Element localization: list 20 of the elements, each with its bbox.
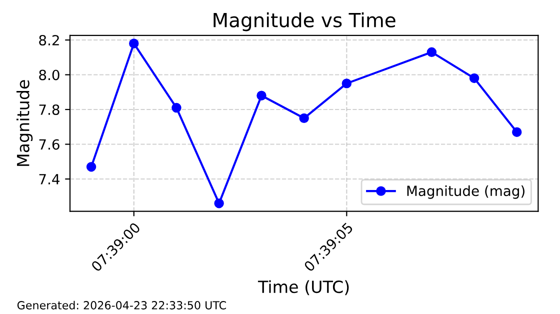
point	[299, 113, 309, 124]
y-tick-label: 8.2	[39, 34, 59, 46]
y-tick-label: 7.4	[39, 174, 60, 184]
point	[86, 162, 96, 172]
legend-label: Magnitude (mag)	[407, 185, 524, 199]
text: Generated: 2026-04-23 22:33:50 UTC	[17, 300, 226, 310]
point	[214, 198, 224, 208]
point	[342, 78, 352, 88]
chart-title: Magnitude vs Time	[214, 12, 396, 32]
point	[426, 47, 437, 58]
y-tick-label: 7.6	[39, 139, 60, 150]
point	[129, 38, 139, 48]
point	[256, 90, 266, 100]
y-tick-label: 8.0	[39, 70, 60, 80]
y-tick-label: 7.8	[39, 104, 60, 115]
point	[469, 73, 480, 84]
x-axis-title: Time (UTC)	[258, 280, 349, 296]
y-axis-title: Magnitude	[16, 80, 33, 166]
point	[172, 102, 182, 113]
point	[512, 127, 522, 137]
